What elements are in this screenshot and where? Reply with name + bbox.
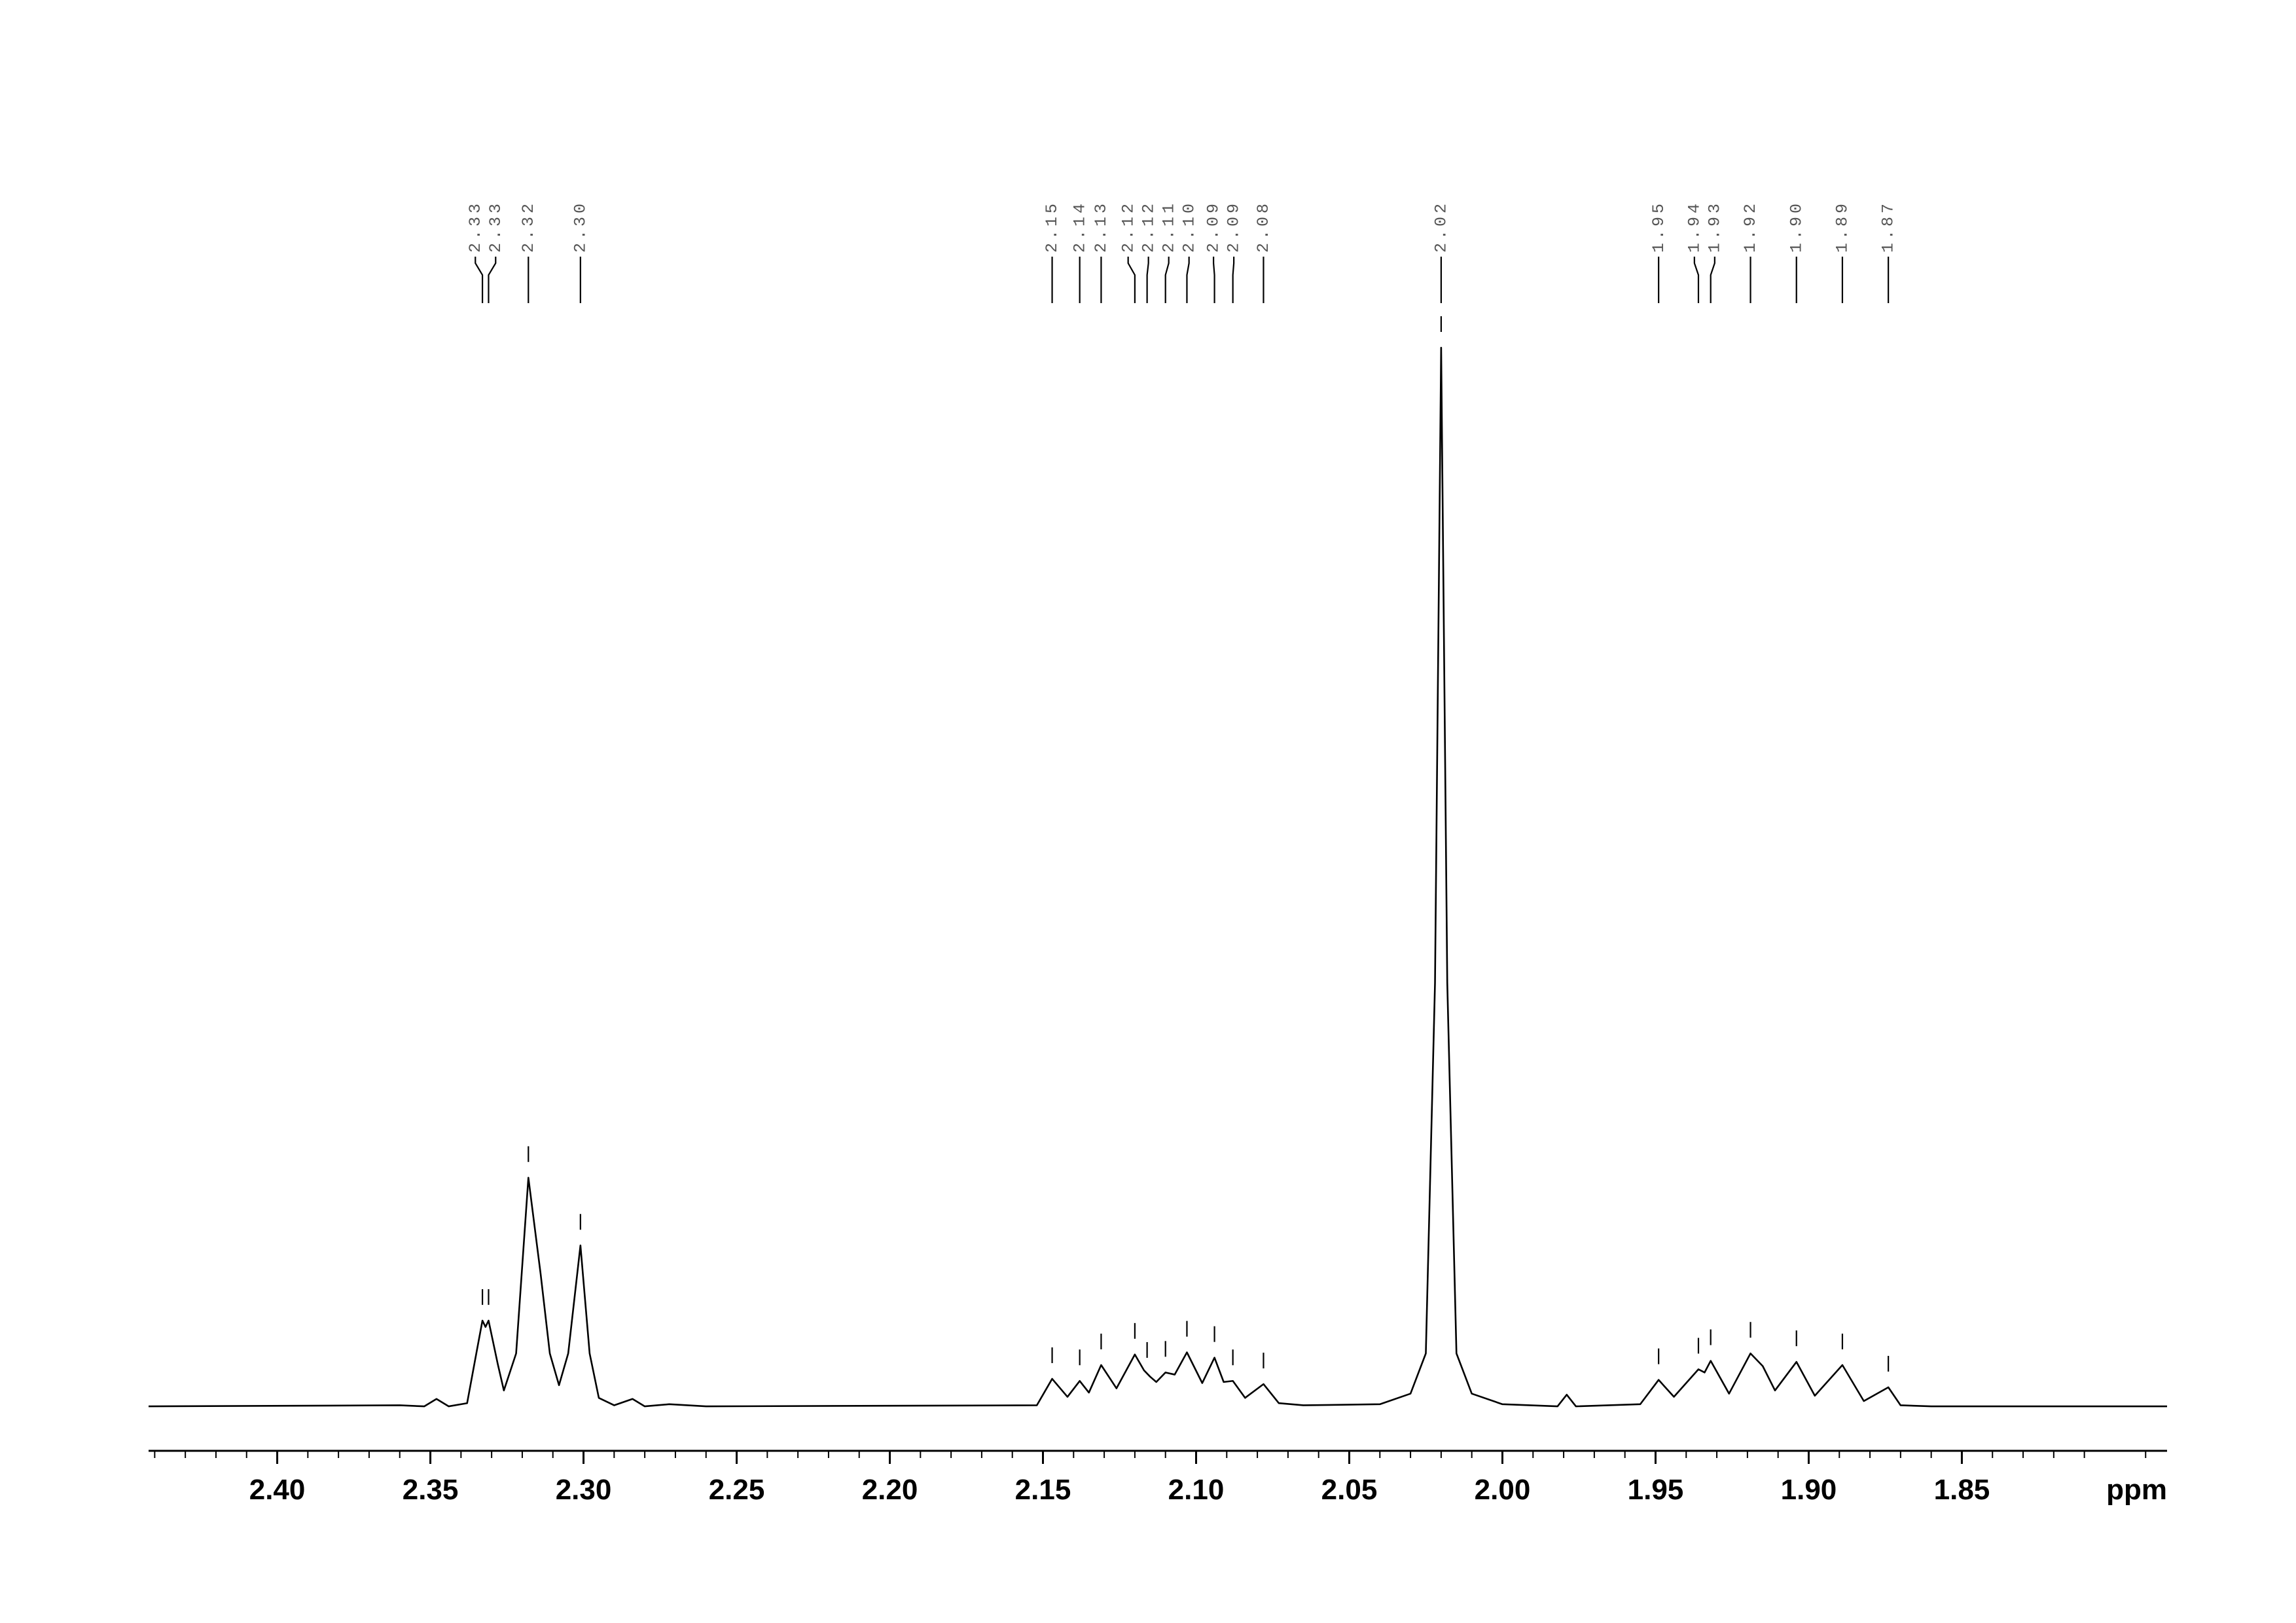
peak-leader <box>475 257 484 303</box>
peak-leader <box>1127 257 1136 303</box>
peak-label: 2.12 <box>1139 200 1158 253</box>
peak-label: 2.09 <box>1204 200 1223 253</box>
peak-leader <box>488 257 497 303</box>
x-tick-label: 2.35 <box>403 1474 459 1506</box>
x-tick-label: 2.10 <box>1168 1474 1225 1506</box>
x-tick-label: 2.40 <box>249 1474 306 1506</box>
peak-leader <box>1164 257 1170 303</box>
peak-label: 1.95 <box>1649 200 1668 253</box>
peak-label: 2.11 <box>1159 200 1178 253</box>
peak-label: 2.14 <box>1070 200 1089 253</box>
peak-leader <box>1693 257 1700 303</box>
peak-leader <box>1213 257 1215 303</box>
spectrum <box>148 346 2167 1408</box>
x-tick-label: 1.90 <box>1781 1474 1837 1506</box>
x-tick-label: 2.20 <box>862 1474 918 1506</box>
x-tick-label: 2.15 <box>1015 1474 1071 1506</box>
peak-label: 1.92 <box>1741 200 1760 253</box>
peak-label: 1.87 <box>1879 200 1898 253</box>
x-tick-label: 2.25 <box>709 1474 765 1506</box>
peak-label: 2.30 <box>571 200 590 253</box>
peak-label: 2.10 <box>1179 200 1198 253</box>
peak-label: 2.33 <box>466 200 485 253</box>
x-tick-label: 2.00 <box>1475 1474 1531 1506</box>
peak-label: 2.12 <box>1119 200 1138 253</box>
peak-leader <box>1710 257 1715 303</box>
peak-label: 1.89 <box>1833 200 1852 253</box>
peak-label: 2.15 <box>1043 200 1062 253</box>
x-tick-label: 1.85 <box>1934 1474 1990 1506</box>
x-tick-label: 2.30 <box>556 1474 612 1506</box>
peak-leader <box>1146 257 1149 303</box>
peak-leader <box>1232 257 1235 303</box>
x-tick-label: 2.05 <box>1321 1474 1378 1506</box>
peak-label: 2.09 <box>1225 200 1244 253</box>
peak-label: 2.13 <box>1092 200 1111 253</box>
peak-label: 2.33 <box>486 200 505 253</box>
peak-leader <box>1186 257 1190 303</box>
peak-label: 1.94 <box>1685 200 1704 253</box>
peak-label: 1.90 <box>1787 200 1806 253</box>
peak-label: 2.08 <box>1254 200 1273 253</box>
peak-label: 2.32 <box>519 200 538 253</box>
x-axis-label: ppm <box>2106 1474 2167 1506</box>
x-tick-label: 1.95 <box>1628 1474 1684 1506</box>
peak-label: 2.02 <box>1431 200 1450 253</box>
peak-label: 1.93 <box>1705 200 1724 253</box>
